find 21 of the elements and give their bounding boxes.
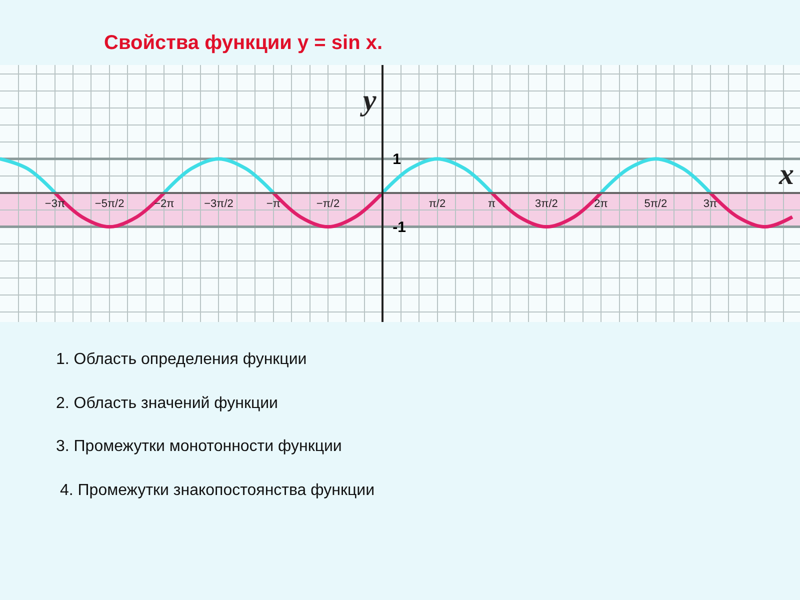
x-tick-label: 5π/2 xyxy=(644,198,668,210)
x-tick-label: 3π/2 xyxy=(534,198,558,210)
x-tick-label: π xyxy=(488,198,496,210)
y-tick-label: 1 xyxy=(392,151,401,168)
text: 2. Область значений функции xyxy=(56,395,278,412)
x-tick-label: 2π xyxy=(594,198,608,210)
x-tick-label: −3π xyxy=(44,198,66,210)
y-axis-title: y xyxy=(360,84,377,117)
x-tick-label: 3π xyxy=(703,198,718,210)
text: 1. Область определения функции xyxy=(56,351,307,368)
x-tick-label: −3π/2 xyxy=(204,198,234,210)
x-tick-label: π/2 xyxy=(428,198,446,210)
x-tick-label: −2π xyxy=(154,198,175,210)
chart-title: Свойства функции y = sin x. xyxy=(104,32,383,54)
x-tick-label: −π xyxy=(266,198,281,210)
y-tick-label: -1 xyxy=(392,219,406,236)
text: 3. Промежутки монотонности функции xyxy=(56,438,342,455)
x-tick-label: −5π/2 xyxy=(94,198,124,210)
x-axis-title: x xyxy=(778,158,794,191)
x-tick-label: −π/2 xyxy=(316,198,340,210)
text: 4. Промежутки знакопостоянства функции xyxy=(60,482,375,499)
